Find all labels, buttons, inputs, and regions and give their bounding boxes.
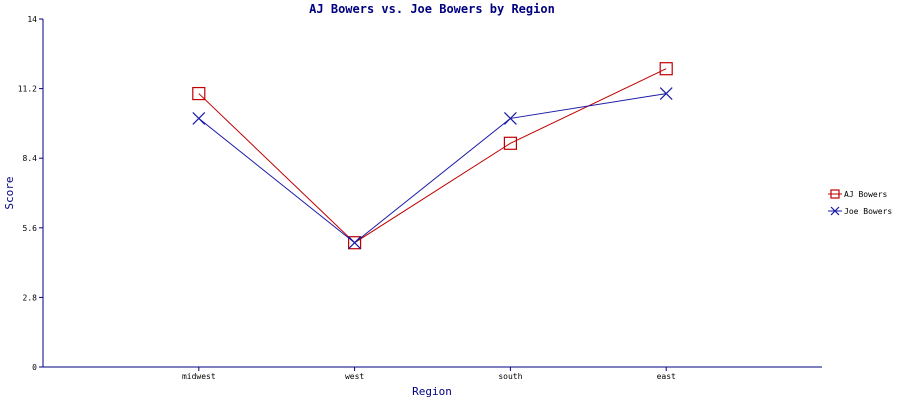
- x-axis-ticks: midwest west south east: [182, 367, 676, 381]
- x-tick-label: east: [657, 372, 676, 381]
- x-tick-label: west: [345, 372, 364, 381]
- square-point-marker: [659, 62, 673, 76]
- y-tick-label: 2.8: [23, 293, 38, 302]
- cross-point-marker: [503, 112, 517, 125]
- y-tick-label: 8.4: [23, 154, 38, 163]
- square-point-marker: [503, 136, 517, 150]
- legend-label: AJ Bowers: [844, 190, 888, 199]
- series-line-0: [198, 68, 667, 244]
- legend-label: Joe Bowers: [844, 207, 892, 216]
- legend-cross-icon: [830, 206, 840, 216]
- y-tick-label: 14: [27, 15, 37, 24]
- y-tick-label: 0: [32, 363, 37, 372]
- x-tick-label: midwest: [182, 372, 216, 381]
- cross-point-marker: [192, 112, 206, 125]
- square-point-marker: [348, 236, 362, 250]
- plot-area: 0 2.8 5.6 8.4 11.2 14 midwest west south east: [18, 15, 822, 381]
- cross-point-marker: [348, 236, 362, 250]
- legend-item-1: Joe Bowers: [828, 206, 892, 216]
- square-point-marker: [192, 86, 206, 101]
- legend-item-0: AJ Bowers: [828, 189, 888, 199]
- chart-title: AJ Bowers vs. Joe Bowers by Region: [309, 2, 555, 16]
- y-axis-title: Score: [3, 176, 16, 209]
- legend-square-icon: [830, 189, 840, 199]
- y-tick-label: 11.2: [18, 85, 37, 94]
- cross-point-marker: [659, 87, 673, 100]
- y-axis-ticks: 0 2.8 5.6 8.4 11.2 14: [18, 15, 43, 372]
- legend: AJ Bowers Joe Bowers: [828, 189, 892, 216]
- x-tick-label: south: [498, 372, 522, 381]
- x-axis-title: Region: [412, 385, 452, 398]
- series-line-1: [198, 93, 667, 244]
- series-layer: [192, 62, 673, 250]
- y-tick-label: 5.6: [23, 224, 38, 233]
